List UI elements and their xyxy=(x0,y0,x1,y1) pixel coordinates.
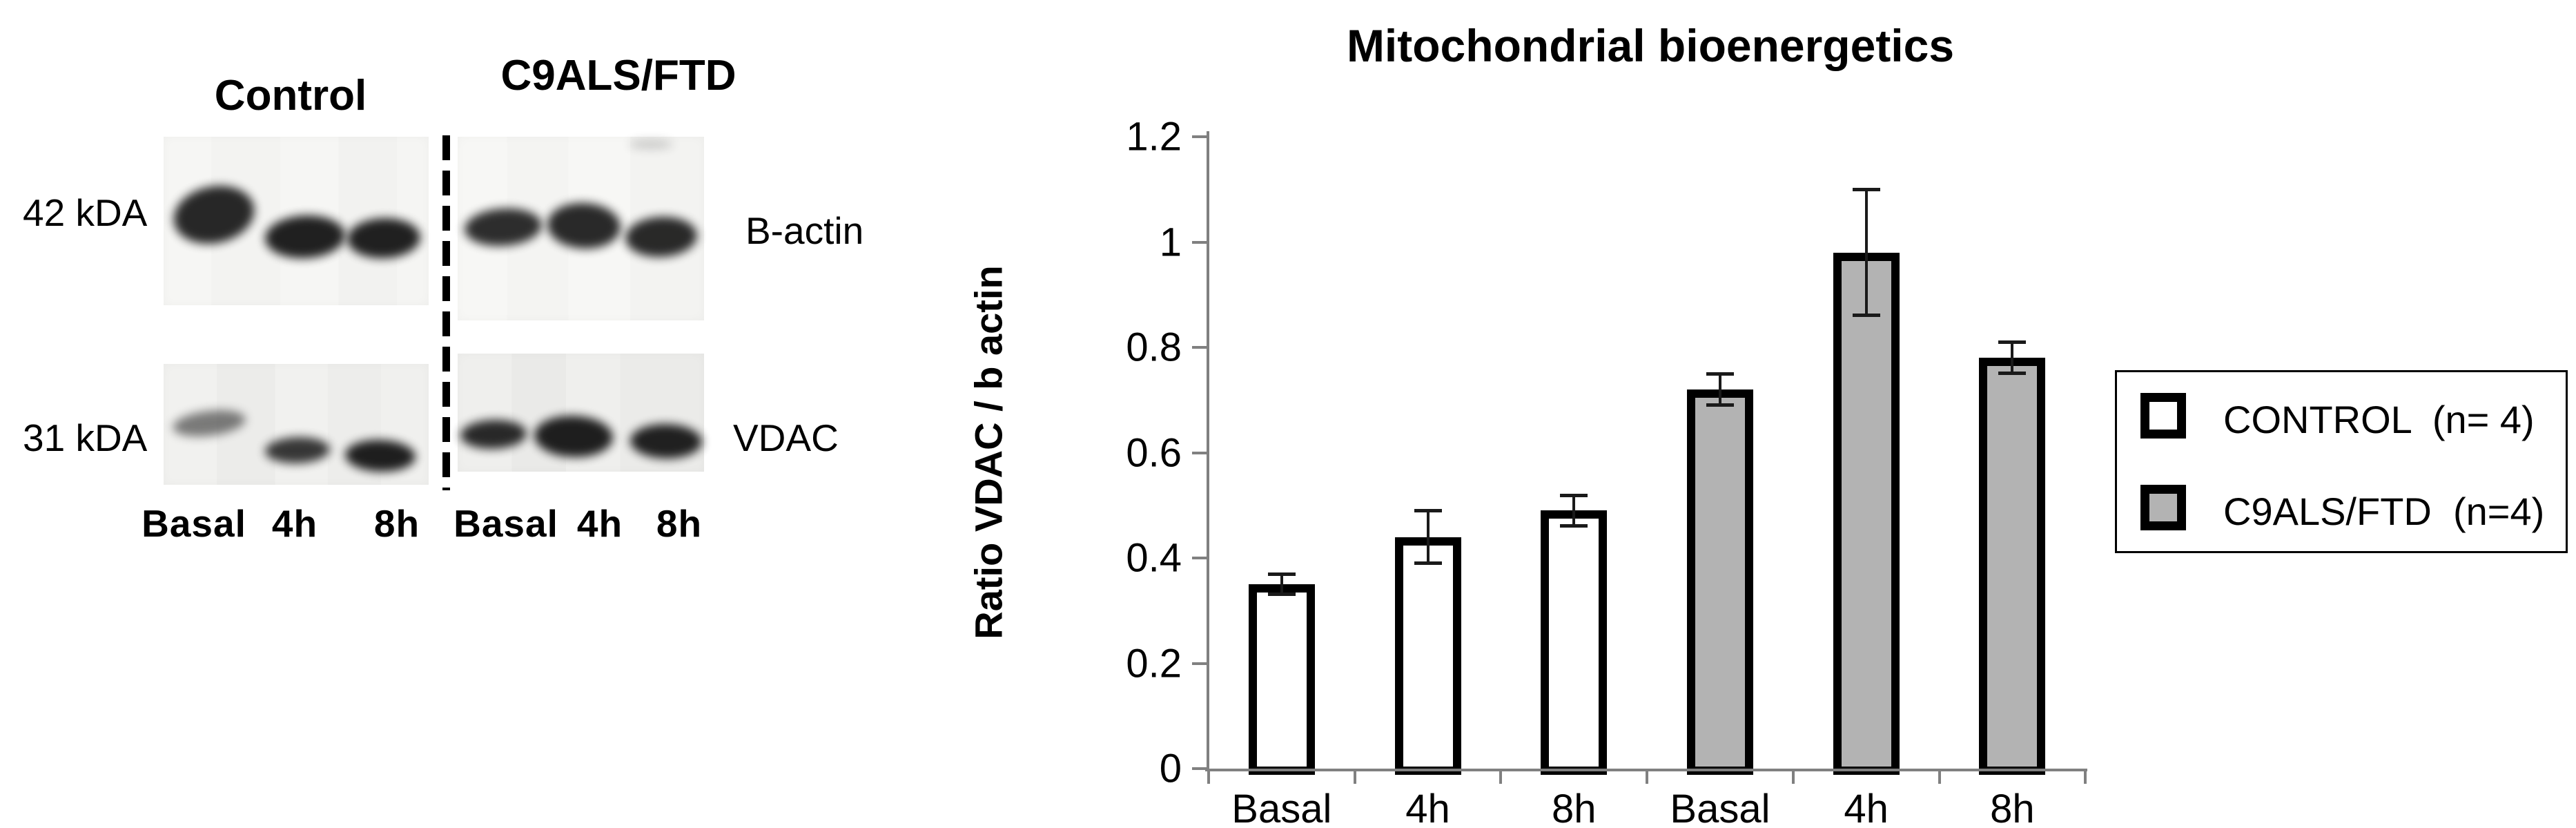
x-category-label: 8h xyxy=(1551,787,1597,828)
mw-marker-42kda: 42 kDA xyxy=(23,191,148,234)
blot-band xyxy=(344,439,416,473)
error-bar-line xyxy=(1426,510,1430,564)
legend-item-control: CONTROL (n= 4) xyxy=(2117,393,2566,441)
legend-swatch-control xyxy=(2140,393,2186,439)
y-tick-mark xyxy=(1192,135,1209,138)
error-bar-line xyxy=(1572,494,1576,527)
y-tick-mark xyxy=(1192,662,1209,665)
y-tick-label: 0.6 xyxy=(1126,430,1182,475)
y-tick-mark xyxy=(1192,767,1209,770)
error-bar-cap xyxy=(1998,372,2027,376)
x-tick-mark xyxy=(1499,769,1503,784)
blot-band xyxy=(533,414,614,459)
blot-group-label-control: Control xyxy=(214,72,367,119)
chart-title: Mitochondrial bioenergetics xyxy=(1346,20,1955,71)
error-bar-cap xyxy=(1560,524,1588,528)
blot-band xyxy=(629,139,673,149)
blot-image-control-bactin xyxy=(164,137,429,305)
chart-legend: CONTROL (n= 4) C9ALS/FTD (n=4) xyxy=(2115,370,2568,553)
error-bar-cap xyxy=(1852,188,1880,192)
error-bar-cap xyxy=(1414,509,1442,513)
error-bar-line xyxy=(1718,374,1721,405)
bar-c9als/ftd-4h xyxy=(1833,252,1900,775)
lane-label: Basal xyxy=(142,502,246,545)
protein-label-vdac: VDAC xyxy=(733,416,839,459)
blot-band xyxy=(463,206,543,249)
error-bar-cap xyxy=(1706,403,1734,407)
x-tick-mark xyxy=(1353,769,1356,784)
blot-band xyxy=(347,217,421,260)
blot-group-divider xyxy=(442,135,450,490)
x-tick-mark xyxy=(2084,769,2087,784)
blot-band xyxy=(624,215,699,259)
blot-image-control-vdac xyxy=(164,364,429,485)
protein-label-bactin: B-actin xyxy=(745,209,864,252)
bar-control-4h xyxy=(1394,537,1461,775)
legend-label-c9alsftd: C9ALS/FTD (n=4) xyxy=(2223,490,2545,533)
y-tick-label: 0.4 xyxy=(1126,535,1182,581)
error-bar-line xyxy=(1864,189,1868,316)
lane-label: 4h xyxy=(271,502,318,545)
error-bar-cap xyxy=(1998,340,2027,345)
x-tick-mark xyxy=(1938,769,1941,784)
mw-marker-31kda: 31 kDA xyxy=(23,416,148,459)
bar-c9als/ftd-8h xyxy=(1979,358,2046,775)
y-tick-label: 0 xyxy=(1159,746,1182,791)
error-bar-cap xyxy=(1267,572,1296,576)
lane-label: 8h xyxy=(656,502,703,545)
bar-control-basal xyxy=(1248,584,1315,775)
x-tick-mark xyxy=(1207,769,1210,784)
y-tick-label: 1 xyxy=(1159,220,1182,264)
bar-control-8h xyxy=(1541,510,1608,775)
lane-label: Basal xyxy=(453,502,558,545)
y-tick-mark xyxy=(1192,346,1209,349)
blot-band xyxy=(264,436,331,465)
error-bar-line xyxy=(1280,573,1283,595)
y-tick-mark xyxy=(1192,451,1209,454)
blot-band xyxy=(460,418,527,450)
y-tick-mark xyxy=(1192,557,1209,559)
blot-band xyxy=(168,178,260,251)
lane-label: 8h xyxy=(373,502,420,545)
error-bar-cap xyxy=(1852,314,1880,318)
y-tick-mark xyxy=(1192,240,1209,244)
error-bar-cap xyxy=(1267,593,1296,597)
error-bar-cap xyxy=(1706,372,1734,376)
y-tick-label: 1.2 xyxy=(1126,114,1182,160)
y-axis-title: Ratio VDAC / b actin xyxy=(966,265,1011,639)
error-bar-cap xyxy=(1560,493,1588,497)
bar-c9als/ftd-basal xyxy=(1686,389,1753,775)
x-tick-mark xyxy=(1646,769,1649,784)
x-tick-mark xyxy=(1791,769,1795,784)
blot-image-c9-bactin xyxy=(458,137,704,320)
blot-group-label-c9alsftd: C9ALS/FTD xyxy=(500,52,736,99)
legend-item-c9alsftd: C9ALS/FTD (n=4) xyxy=(2117,485,2566,533)
error-bar-cap xyxy=(1414,561,1442,565)
error-bar-line xyxy=(2011,342,2014,374)
y-tick-label: 0.8 xyxy=(1126,325,1182,370)
blot-image-c9-vdac xyxy=(458,354,704,472)
blot-band xyxy=(171,406,247,441)
x-category-label: 4h xyxy=(1405,787,1450,828)
legend-label-control: CONTROL (n= 4) xyxy=(2223,398,2535,441)
x-category-label: Basal xyxy=(1231,787,1332,828)
x-category-label: Basal xyxy=(1670,787,1770,828)
blot-band xyxy=(630,423,703,459)
y-tick-label: 0.2 xyxy=(1126,641,1182,686)
lane-label: 4h xyxy=(576,502,623,545)
x-category-label: 4h xyxy=(1844,787,1889,828)
blot-band xyxy=(546,201,622,251)
x-category-label: 8h xyxy=(1990,787,2035,828)
legend-swatch-c9alsftd xyxy=(2140,485,2186,530)
blot-band xyxy=(264,213,347,260)
